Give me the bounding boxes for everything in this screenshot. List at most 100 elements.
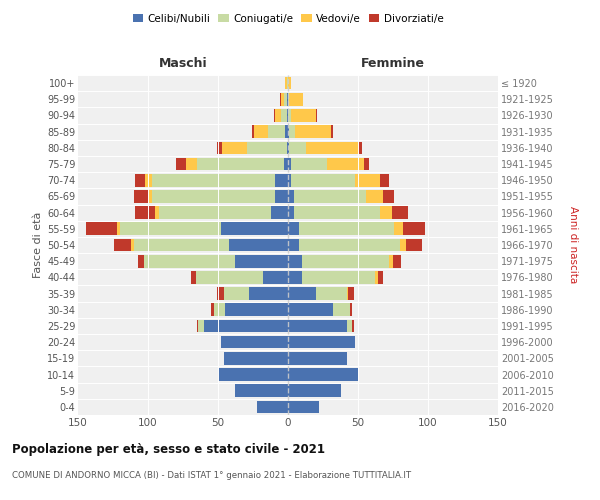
Bar	[295, 126, 331, 138]
Bar	[367, 190, 383, 202]
Bar	[275, 109, 281, 122]
Bar	[134, 238, 229, 252]
Bar	[352, 320, 354, 332]
Bar	[406, 238, 422, 252]
Bar	[136, 206, 155, 219]
Bar	[115, 238, 131, 252]
Bar	[214, 304, 225, 316]
Y-axis label: Fasce di età: Fasce di età	[32, 212, 43, 278]
Bar	[288, 271, 302, 283]
Bar	[281, 93, 284, 106]
Bar	[221, 336, 288, 348]
Bar	[254, 126, 268, 138]
Bar	[380, 174, 389, 186]
Bar	[288, 288, 316, 300]
Bar	[176, 158, 186, 170]
Bar	[268, 126, 285, 138]
Bar	[316, 288, 347, 300]
Bar	[275, 174, 288, 186]
Bar	[306, 142, 359, 154]
Bar	[288, 304, 333, 316]
Bar	[221, 222, 288, 235]
Bar	[288, 238, 299, 252]
Bar	[380, 206, 392, 219]
Bar	[293, 190, 367, 202]
Bar	[251, 126, 254, 138]
Bar	[211, 304, 214, 316]
Bar	[291, 109, 316, 122]
Text: Femmine: Femmine	[361, 57, 425, 70]
Bar	[235, 255, 288, 268]
Bar	[229, 238, 288, 252]
Bar	[288, 368, 358, 381]
Text: Maschi: Maschi	[158, 57, 208, 70]
Bar	[347, 288, 348, 300]
Bar	[191, 271, 196, 283]
Bar	[86, 222, 117, 235]
Bar	[197, 320, 199, 332]
Bar	[148, 190, 152, 202]
Bar	[389, 255, 393, 268]
Text: COMUNE DI ANDORNO MICCA (BI) - Dati ISTAT 1° gennaio 2021 - Elaborazione TUTTITA: COMUNE DI ANDORNO MICCA (BI) - Dati ISTA…	[12, 471, 411, 480]
Bar	[285, 77, 287, 90]
Bar	[288, 142, 289, 154]
Bar	[316, 109, 317, 122]
Bar	[288, 174, 291, 186]
Bar	[224, 288, 249, 300]
Bar	[333, 304, 350, 316]
Bar	[348, 288, 354, 300]
Bar	[138, 255, 144, 268]
Bar	[217, 142, 222, 154]
Bar	[291, 158, 327, 170]
Legend: Celibi/Nubili, Coniugati/e, Vedovi/e, Divorziati/e: Celibi/Nubili, Coniugati/e, Vedovi/e, Di…	[131, 12, 445, 25]
Bar	[299, 222, 394, 235]
Bar	[136, 174, 145, 186]
Bar	[284, 158, 288, 170]
Bar	[235, 384, 288, 397]
Bar	[288, 206, 293, 219]
Bar	[287, 93, 288, 106]
Bar	[288, 384, 341, 397]
Bar	[222, 142, 247, 154]
Bar	[217, 288, 224, 300]
Bar	[287, 142, 288, 154]
Bar	[152, 190, 275, 202]
Bar	[249, 288, 288, 300]
Bar	[288, 336, 355, 348]
Bar	[145, 174, 152, 186]
Bar	[288, 158, 291, 170]
Bar	[394, 222, 403, 235]
Bar	[288, 352, 347, 364]
Bar	[263, 271, 288, 283]
Bar	[271, 206, 288, 219]
Bar	[247, 142, 287, 154]
Bar	[288, 400, 319, 413]
Bar	[186, 158, 197, 170]
Bar	[218, 368, 288, 381]
Bar	[392, 206, 409, 219]
Bar	[196, 271, 263, 283]
Bar	[302, 255, 389, 268]
Bar	[347, 320, 352, 332]
Bar	[287, 109, 288, 122]
Bar	[288, 190, 293, 202]
Bar	[288, 126, 289, 138]
Bar	[287, 77, 288, 90]
Bar	[375, 271, 377, 283]
Bar	[204, 320, 288, 332]
Bar	[403, 222, 425, 235]
Bar	[299, 238, 400, 252]
Bar	[291, 174, 355, 186]
Bar	[274, 109, 275, 122]
Bar	[152, 174, 275, 186]
Bar	[288, 222, 299, 235]
Bar	[225, 304, 288, 316]
Bar	[275, 190, 288, 202]
Bar	[288, 255, 302, 268]
Bar	[224, 352, 288, 364]
Bar	[393, 255, 401, 268]
Bar	[288, 320, 347, 332]
Bar	[117, 222, 120, 235]
Bar	[289, 126, 295, 138]
Bar	[288, 109, 291, 122]
